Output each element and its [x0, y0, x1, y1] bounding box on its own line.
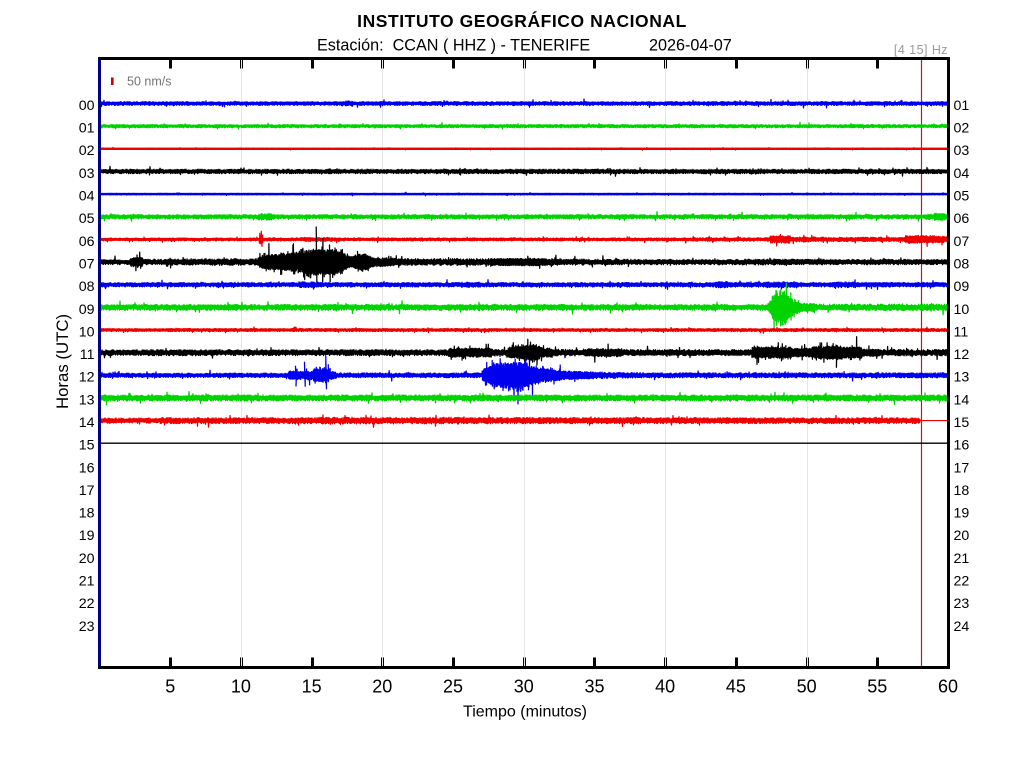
svg-text:INSTITUTO GEOGRÁFICO NACIONAL: INSTITUTO GEOGRÁFICO NACIONAL	[357, 10, 687, 31]
svg-text:60: 60	[938, 677, 958, 697]
svg-text:45: 45	[726, 677, 746, 697]
svg-text:06: 06	[954, 211, 970, 227]
svg-text:08: 08	[954, 256, 970, 272]
svg-text:19: 19	[79, 528, 95, 544]
svg-text:19: 19	[954, 506, 970, 522]
svg-text:02: 02	[954, 121, 970, 137]
svg-text:20: 20	[372, 677, 392, 697]
svg-text:09: 09	[79, 302, 95, 318]
svg-text:25: 25	[443, 677, 463, 697]
svg-text:24: 24	[954, 619, 970, 635]
svg-text:14: 14	[79, 415, 95, 431]
svg-text:Estación: CCAN ( HHZ ) - TENE: Estación: CCAN ( HHZ ) - TENERIFE	[317, 37, 590, 55]
svg-text:03: 03	[79, 166, 95, 182]
svg-text:04: 04	[79, 189, 95, 205]
svg-text:Tiempo (minutos): Tiempo (minutos)	[463, 704, 587, 721]
svg-text:01: 01	[79, 121, 95, 137]
svg-text:20: 20	[79, 551, 95, 567]
svg-text:2026-04-07: 2026-04-07	[649, 37, 732, 55]
svg-text:11: 11	[954, 324, 969, 340]
svg-text:10: 10	[79, 324, 95, 340]
svg-text:01: 01	[954, 98, 970, 114]
svg-text:02: 02	[79, 143, 95, 159]
svg-text:21: 21	[954, 551, 970, 567]
svg-text:21: 21	[79, 574, 95, 590]
svg-text:20: 20	[954, 528, 970, 544]
svg-text:22: 22	[79, 596, 95, 612]
svg-text:11: 11	[80, 347, 95, 363]
svg-text:03: 03	[954, 143, 970, 159]
svg-text:15: 15	[954, 415, 970, 431]
svg-text:05: 05	[79, 211, 95, 227]
svg-text:23: 23	[954, 596, 970, 612]
svg-text:12: 12	[79, 370, 95, 386]
svg-text:04: 04	[954, 166, 970, 182]
svg-text:09: 09	[954, 279, 970, 295]
svg-text:10: 10	[231, 677, 251, 697]
svg-text:12: 12	[954, 347, 970, 363]
svg-text:18: 18	[954, 483, 970, 499]
svg-text:40: 40	[655, 677, 675, 697]
svg-text:08: 08	[79, 279, 95, 295]
svg-text:15: 15	[79, 438, 95, 454]
svg-text:07: 07	[954, 234, 970, 250]
svg-text:16: 16	[79, 460, 95, 476]
svg-text:13: 13	[79, 392, 95, 408]
svg-text:30: 30	[514, 677, 534, 697]
svg-text:50 nm/s: 50 nm/s	[127, 75, 171, 89]
svg-text:16: 16	[954, 438, 970, 454]
svg-text:14: 14	[954, 392, 970, 408]
svg-text:00: 00	[79, 98, 95, 114]
svg-text:18: 18	[79, 506, 95, 522]
svg-text:[4 15] Hz: [4 15] Hz	[894, 43, 948, 57]
svg-text:23: 23	[79, 619, 95, 635]
svg-text:17: 17	[79, 483, 95, 499]
svg-text:Horas (UTC): Horas (UTC)	[53, 314, 72, 409]
svg-text:06: 06	[79, 234, 95, 250]
svg-text:05: 05	[954, 189, 970, 205]
svg-text:07: 07	[79, 256, 95, 272]
svg-text:22: 22	[954, 574, 970, 590]
svg-text:15: 15	[302, 677, 322, 697]
svg-text:13: 13	[954, 370, 970, 386]
svg-text:10: 10	[954, 302, 970, 318]
svg-text:5: 5	[165, 677, 175, 697]
svg-text:50: 50	[797, 677, 817, 697]
svg-text:35: 35	[584, 677, 604, 697]
svg-text:17: 17	[954, 460, 970, 476]
svg-text:55: 55	[867, 677, 887, 697]
